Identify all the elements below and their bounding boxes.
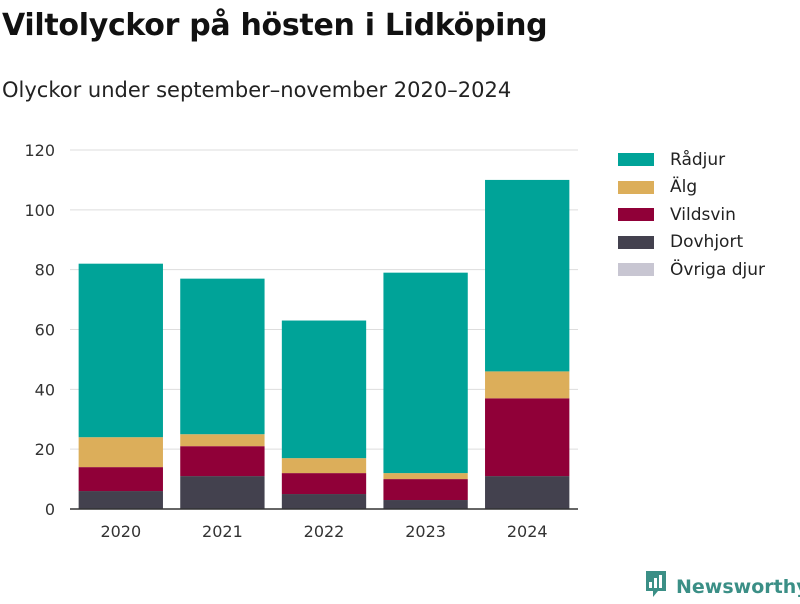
bar-segment [180, 446, 265, 477]
bar-segment [180, 476, 265, 509]
bar-segment [281, 458, 367, 474]
y-tick-label: 80 [35, 261, 55, 280]
axes: 0 20 40 60 80 100 120 2020 2021 2022 2023 2024 [24, 141, 578, 541]
legend-swatch [618, 263, 654, 277]
bar-segment [383, 473, 468, 480]
legend-item: Älg [618, 174, 765, 202]
y-tick-label: 60 [35, 321, 55, 340]
brand-name: Newsworthy [676, 575, 800, 598]
bar-segment [383, 479, 468, 501]
y-tick-label: 40 [35, 380, 55, 399]
y-tick-label: 20 [35, 440, 55, 459]
bars [78, 179, 570, 509]
legend-label: Älg [670, 177, 698, 198]
bar-segment [281, 494, 367, 509]
legend-item: Övriga djur [618, 256, 765, 284]
newsworthy-logo-icon [644, 569, 668, 604]
bar-segment [485, 371, 570, 399]
y-tick-label: 0 [45, 500, 55, 519]
legend-item: Dovhjort [618, 229, 765, 257]
bar-segment [78, 263, 163, 438]
bar-segment [485, 398, 570, 477]
legend-item: Vildsvin [618, 201, 765, 229]
legend-swatch [618, 235, 654, 249]
x-tick-label: 2023 [405, 522, 446, 541]
legend-swatch [618, 180, 654, 194]
bar-segment [383, 500, 468, 509]
legend-label: Vildsvin [670, 204, 736, 225]
y-tick-label: 100 [24, 201, 55, 220]
legend-label: Rådjur [670, 149, 726, 170]
x-tick-label: 2022 [304, 522, 345, 541]
chart-title: Viltolyckor på hösten i Lidköping [2, 8, 548, 43]
x-tick-label: 2021 [202, 522, 243, 541]
bar-segment [383, 272, 468, 474]
x-tick-label: 2020 [100, 522, 141, 541]
bar-segment [78, 437, 163, 468]
y-tick-label: 120 [24, 141, 55, 160]
x-tick-label: 2024 [507, 522, 548, 541]
bar-segment [485, 179, 570, 372]
chart-subtitle: Olyckor under september–november 2020–20… [2, 78, 512, 102]
legend: Rådjur Älg Vildsvin Dovhjort Övriga djur [618, 146, 765, 284]
legend-label: Dovhjort [670, 232, 744, 253]
legend-swatch [618, 208, 654, 222]
newsworthy-brand: Newsworthy [644, 569, 800, 604]
bar-segment [281, 473, 367, 495]
legend-item: Rådjur [618, 146, 765, 174]
bar-segment [78, 467, 163, 492]
bar-segment [180, 434, 265, 447]
legend-label: Övriga djur [670, 259, 766, 280]
bar-segment [485, 476, 570, 509]
bar-segment [281, 320, 367, 459]
legend-swatch [618, 153, 654, 167]
bar-segment [180, 278, 265, 435]
bar-segment [78, 491, 163, 509]
